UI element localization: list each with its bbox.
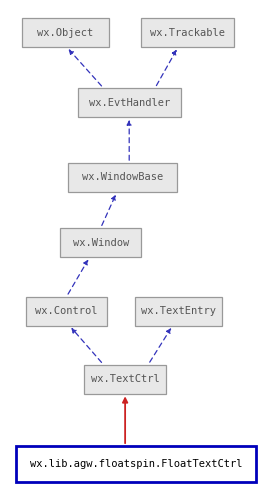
- FancyBboxPatch shape: [78, 88, 181, 117]
- FancyBboxPatch shape: [60, 228, 141, 257]
- Text: wx.EvtHandler: wx.EvtHandler: [89, 98, 170, 108]
- FancyBboxPatch shape: [84, 364, 166, 394]
- FancyBboxPatch shape: [16, 446, 256, 482]
- Text: wx.TextCtrl: wx.TextCtrl: [91, 374, 159, 384]
- FancyBboxPatch shape: [68, 163, 177, 192]
- FancyBboxPatch shape: [141, 18, 234, 47]
- FancyBboxPatch shape: [26, 296, 107, 326]
- Text: wx.Trackable: wx.Trackable: [150, 28, 225, 38]
- Text: wx.WindowBase: wx.WindowBase: [82, 172, 163, 182]
- FancyBboxPatch shape: [22, 18, 109, 47]
- Text: wx.Object: wx.Object: [37, 28, 93, 38]
- Text: wx.Control: wx.Control: [35, 306, 98, 316]
- Text: wx.lib.agw.floatspin.FloatTextCtrl: wx.lib.agw.floatspin.FloatTextCtrl: [30, 459, 242, 469]
- FancyBboxPatch shape: [135, 296, 222, 326]
- Text: wx.TextEntry: wx.TextEntry: [141, 306, 216, 316]
- Text: wx.Window: wx.Window: [73, 238, 129, 248]
